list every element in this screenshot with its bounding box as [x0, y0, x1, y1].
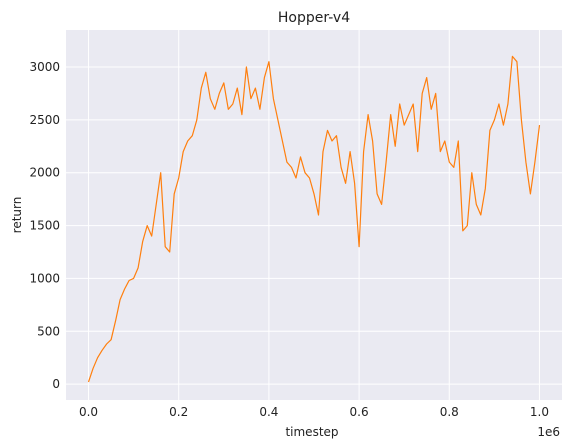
y-tick-label: 2500 — [29, 113, 60, 127]
tick-labels: 0.0 0.2 0.4 0.6 0.8 1.0 0 500 1000 1500 2000 2500 30… — [29, 60, 549, 419]
plot-background — [66, 30, 562, 400]
x-tick-label: 0.4 — [259, 405, 278, 419]
grid — [66, 30, 562, 400]
x-offset-label: 1e6 — [537, 425, 560, 439]
x-tick-label: 0.8 — [440, 405, 459, 419]
x-tick-label: 0.6 — [350, 405, 369, 419]
y-tick-label: 3000 — [29, 60, 60, 74]
x-tick-label: 0.2 — [169, 405, 188, 419]
y-tick-label: 2000 — [29, 166, 60, 180]
y-axis-label: return — [10, 197, 24, 234]
series-layer — [87, 55, 541, 383]
x-tick-label: 1.0 — [530, 405, 549, 419]
y-tick-label: 0 — [52, 377, 60, 391]
y-tick-label: 500 — [37, 324, 60, 338]
y-tick-label: 1000 — [29, 271, 60, 285]
x-axis-label: timestep — [285, 425, 338, 439]
y-tick-label: 1500 — [29, 219, 60, 233]
series-line — [87, 55, 541, 383]
chart-title: Hopper-v4 — [278, 10, 350, 26]
x-tick-label: 0.0 — [79, 405, 98, 419]
